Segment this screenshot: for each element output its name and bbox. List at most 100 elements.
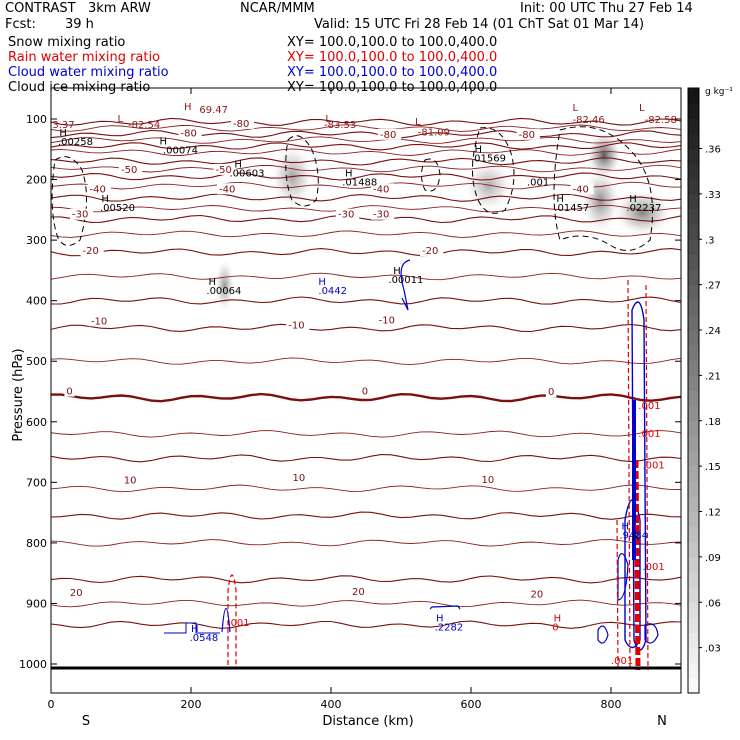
extremum-label: H bbox=[101, 194, 109, 205]
rain-contour bbox=[227, 574, 237, 665]
isotherm-line-5 bbox=[51, 193, 681, 202]
isotherm-label: -30 bbox=[72, 210, 88, 221]
isotherm-line-minor-6 bbox=[51, 230, 681, 238]
isotherm-label: 20 bbox=[352, 587, 365, 598]
extremum-label: H bbox=[475, 144, 483, 155]
colorbar-swatch bbox=[688, 269, 699, 286]
field-cloudwater-name: Cloud water mixing ratio bbox=[8, 65, 169, 80]
extremum-label: H bbox=[59, 128, 67, 139]
isotherm-line-minor-8 bbox=[51, 357, 681, 366]
colorbar-swatch bbox=[688, 239, 699, 255]
isotherm-label: -40 bbox=[373, 184, 389, 195]
extremum-label: H bbox=[209, 277, 217, 288]
isotherm-label-bg bbox=[88, 315, 113, 327]
colorbar-tick-label: .09 bbox=[705, 553, 721, 564]
extremum-label: H bbox=[191, 624, 199, 635]
isotherm-line-minor-3 bbox=[51, 164, 681, 173]
isotherm-label: -30 bbox=[338, 210, 354, 221]
isotherm-label-bg bbox=[213, 163, 237, 175]
cloud-water-contour bbox=[617, 553, 629, 601]
extremum-label: 3.37 bbox=[52, 120, 74, 131]
isotherm-line-minor-2 bbox=[51, 148, 681, 156]
cloud-water-contour bbox=[429, 605, 461, 610]
extremum-label: 0 bbox=[552, 623, 558, 634]
extremum-label: .00520 bbox=[100, 203, 135, 214]
isotherm-line-3 bbox=[51, 157, 681, 166]
snow-contour bbox=[421, 158, 441, 192]
rain-contour bbox=[627, 279, 631, 671]
extremum-label: H bbox=[184, 102, 192, 113]
colorbar-swatch bbox=[688, 617, 699, 633]
colorbar-swatch bbox=[688, 420, 699, 437]
colorbar-swatch bbox=[688, 118, 699, 134]
field-rain-xy: XY= 100.0,100.0 to 100.0,400.0 bbox=[287, 50, 498, 65]
y-tick-label: 600 bbox=[26, 416, 47, 429]
isotherm-line-14 bbox=[51, 620, 681, 629]
colorbar-swatch bbox=[688, 178, 699, 195]
x-tick-label: 800 bbox=[601, 698, 622, 711]
isotherm-line-9 bbox=[51, 323, 681, 333]
isotherm-label: -10 bbox=[91, 316, 107, 327]
isotherm-label: -20 bbox=[83, 246, 99, 257]
isotherm-label-bg bbox=[479, 473, 497, 485]
colorbar-swatch bbox=[688, 647, 699, 664]
isotherm-line-7 bbox=[51, 248, 681, 257]
init-label: Init: 00 UTC Thu 27 Feb 14 bbox=[520, 1, 693, 16]
x-axis-label: Distance (km) bbox=[322, 714, 413, 729]
colorbar: .03 .06 .09 .12 .15 .18 .21 .24 .27 .3 .33 .36 bbox=[687, 87, 721, 694]
colorbar-swatch bbox=[688, 481, 699, 497]
colorbar-swatch bbox=[688, 511, 699, 528]
extremum-label: H bbox=[622, 522, 630, 533]
field-rain-name: Rain water mixing ratio bbox=[8, 50, 161, 65]
snow-shading-1 bbox=[214, 258, 235, 313]
extremum-label: -82.58 bbox=[645, 115, 677, 126]
extremum-label: H bbox=[436, 614, 444, 625]
y-tick-label: 400 bbox=[26, 295, 47, 308]
isotherm-label-bg bbox=[371, 208, 395, 220]
colorbar-swatch bbox=[688, 375, 699, 391]
snow-contour bbox=[553, 126, 653, 251]
extremum-label: H bbox=[345, 169, 353, 180]
rain-contour bbox=[645, 284, 649, 671]
colorbar-tick-label: .36 bbox=[705, 145, 721, 156]
colorbar-unit: g kg⁻¹ bbox=[705, 87, 733, 97]
isotherm-line-1 bbox=[51, 129, 681, 139]
colorbar-tick-label: .18 bbox=[705, 417, 721, 428]
y-tick-label: 200 bbox=[26, 174, 47, 187]
endpoint-north-label: N bbox=[657, 714, 667, 729]
y-tick-label: 1000 bbox=[19, 658, 47, 671]
colorbar-swatch bbox=[688, 133, 699, 149]
extremum-label: H bbox=[318, 277, 326, 288]
isotherm-label: -50 bbox=[121, 165, 137, 176]
field-snow-xy: XY= 100.0,100.0 to 100.0,400.0 bbox=[287, 35, 498, 50]
colorbar-swatch bbox=[688, 148, 699, 165]
extremum-label: -82.46 bbox=[573, 115, 605, 126]
extremum-label: H bbox=[629, 194, 637, 205]
isotherm-label: 0 bbox=[548, 387, 554, 398]
isotherm-line-minor-11 bbox=[51, 539, 681, 547]
isotherm-line-minor-1 bbox=[51, 136, 681, 144]
isotherm-line-minor-10 bbox=[51, 484, 681, 493]
isotherm-label-bg bbox=[371, 183, 395, 195]
extremum-label: H bbox=[634, 522, 642, 533]
colorbar-swatch bbox=[688, 632, 699, 649]
extremum-label: .001 bbox=[227, 618, 249, 629]
x-tick-label: 200 bbox=[181, 698, 202, 711]
colorbar-tick-label: .27 bbox=[705, 281, 721, 292]
isotherm-label: -40 bbox=[219, 184, 235, 195]
extremum-label: H bbox=[556, 194, 564, 205]
colorbar-swatch bbox=[688, 193, 699, 210]
isotherm-label: 10 bbox=[124, 476, 137, 487]
y-axis-label: Pressure (hPa) bbox=[11, 348, 26, 441]
extremum-label: .00011 bbox=[388, 275, 423, 286]
extremum-label: .001 bbox=[527, 178, 549, 189]
extremum-label: L bbox=[639, 103, 645, 114]
isotherm-label: 0 bbox=[362, 387, 368, 398]
isotherm-label-bg bbox=[121, 474, 139, 486]
colorbar-swatch bbox=[688, 451, 699, 467]
extremum-label: H bbox=[632, 532, 640, 543]
y-tick-label: 900 bbox=[26, 597, 47, 610]
colorbar-swatch bbox=[688, 390, 699, 407]
y-tick-label: 800 bbox=[26, 537, 47, 550]
